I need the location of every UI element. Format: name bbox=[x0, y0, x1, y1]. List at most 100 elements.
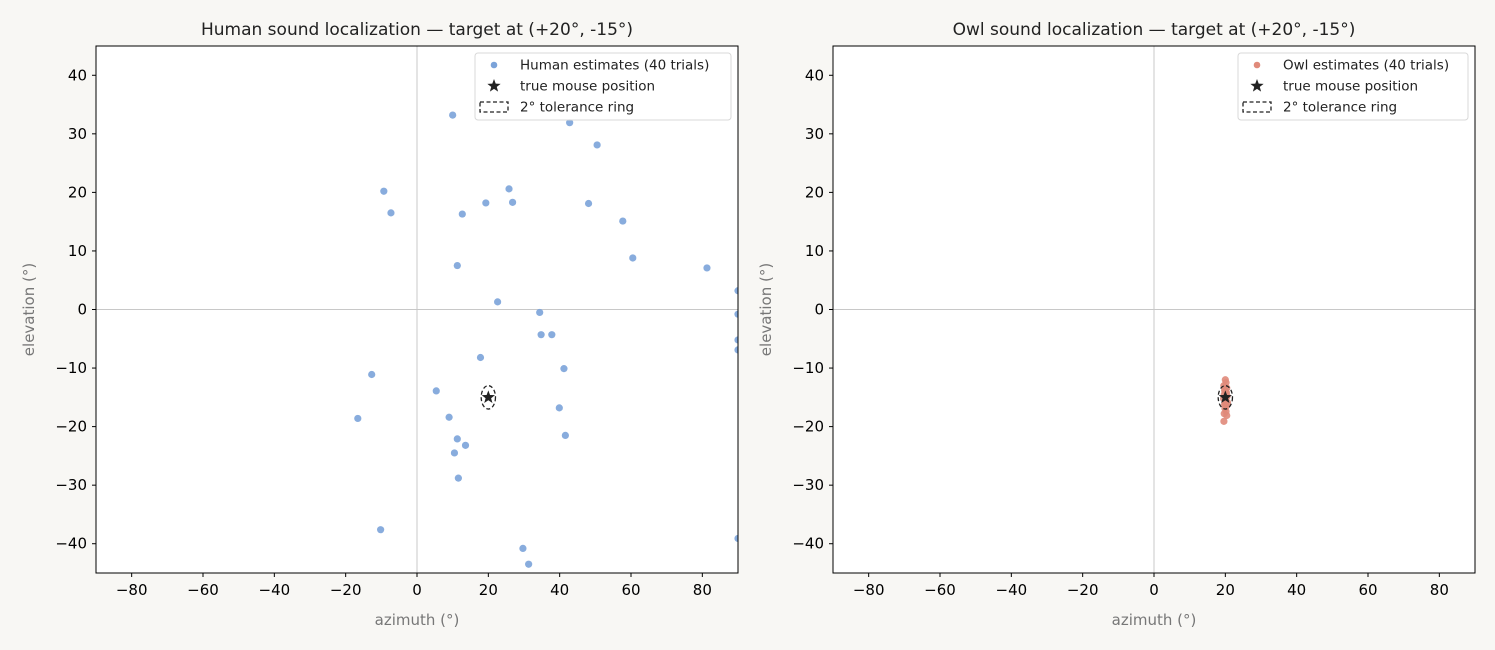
data-point bbox=[494, 298, 502, 306]
data-point bbox=[561, 431, 569, 439]
target-star bbox=[1218, 390, 1232, 403]
legend-item: true mouse position bbox=[1250, 79, 1418, 95]
legend-label: true mouse position bbox=[520, 79, 655, 95]
y-tick-label: 40 bbox=[805, 66, 824, 84]
legend-marker-dot bbox=[1253, 61, 1261, 69]
y-tick-label: 40 bbox=[68, 66, 87, 84]
x-tick-label: 20 bbox=[479, 581, 498, 599]
data-point bbox=[734, 310, 738, 318]
legend-label: Human estimates (40 trials) bbox=[520, 58, 709, 74]
x-tick-label: 60 bbox=[1358, 581, 1377, 599]
legend-label: Owl estimates (40 trials) bbox=[1283, 58, 1449, 74]
data-point bbox=[734, 287, 738, 295]
legend-box bbox=[1237, 52, 1469, 121]
tolerance-ring bbox=[1217, 384, 1234, 410]
data-point bbox=[454, 474, 462, 482]
y-tick-label: −40 bbox=[792, 535, 824, 553]
data-point bbox=[458, 210, 466, 218]
data-point bbox=[537, 331, 545, 339]
data-point bbox=[380, 187, 388, 195]
data-point bbox=[1223, 411, 1231, 420]
chart-panel-1: −80 −60 −40 −20 0 20 40 60 80 −40 −30 −20 −10 0 10 20 30… bbox=[20, 20, 739, 629]
data-point bbox=[453, 261, 461, 270]
x-tick-label: −60 bbox=[924, 581, 956, 599]
y-axis-label: elevation (°) bbox=[20, 263, 38, 356]
x-tick-label: 60 bbox=[621, 581, 640, 599]
chart-title: Owl sound localization — target at (+20°… bbox=[953, 20, 1356, 40]
y-tick-label: −20 bbox=[792, 418, 824, 436]
x-tick-label: −40 bbox=[996, 581, 1028, 599]
legend-item: Owl estimates (40 trials) bbox=[1253, 58, 1449, 74]
data-point bbox=[734, 534, 738, 543]
x-tick-label: −20 bbox=[330, 581, 362, 599]
data-point bbox=[1220, 417, 1228, 425]
y-tick-label: 20 bbox=[805, 183, 824, 201]
legend-item: Human estimates (40 trials) bbox=[490, 58, 709, 74]
x-tick-label: 80 bbox=[1430, 581, 1449, 599]
data-point bbox=[555, 404, 563, 412]
legend-label: 2° tolerance ring bbox=[1283, 100, 1397, 116]
y-tick-label: 30 bbox=[805, 125, 824, 143]
data-point bbox=[734, 346, 738, 354]
x-tick-label: 80 bbox=[693, 581, 712, 599]
target-star bbox=[481, 390, 495, 403]
chart-title: Human sound localization — target at (+2… bbox=[201, 20, 633, 40]
x-tick-label: 0 bbox=[412, 581, 422, 599]
data-point bbox=[450, 449, 459, 457]
chart-panel-2: −80 −60 −40 −20 0 20 40 60 80 −40 −30 −20 −10 0 10 20 30… bbox=[757, 20, 1476, 629]
data-point bbox=[387, 209, 395, 217]
legend: Owl estimates (40 trials) true mouse posi… bbox=[1237, 52, 1469, 121]
y-tick-label: −30 bbox=[792, 476, 824, 494]
data-point bbox=[560, 365, 568, 373]
data-point bbox=[734, 336, 738, 344]
legend-marker-star bbox=[1250, 79, 1264, 92]
x-tick-label: −40 bbox=[259, 581, 291, 599]
data-point bbox=[593, 141, 601, 149]
data-point bbox=[354, 414, 362, 423]
legend-marker-star bbox=[487, 79, 501, 92]
legend-marker-ring bbox=[479, 101, 509, 113]
legend-label: true mouse position bbox=[1283, 79, 1418, 95]
data-point bbox=[449, 111, 457, 119]
legend-item: true mouse position bbox=[487, 79, 655, 95]
x-tick-label: 20 bbox=[1216, 581, 1235, 599]
data-point bbox=[461, 441, 470, 449]
x-tick-label: 40 bbox=[550, 581, 569, 599]
x-tick-label: −20 bbox=[1067, 581, 1099, 599]
y-tick-label: −20 bbox=[55, 418, 87, 436]
data-point bbox=[525, 560, 533, 568]
y-tick-label: −10 bbox=[792, 359, 824, 377]
data-point bbox=[566, 119, 574, 127]
y-tick-label: 30 bbox=[68, 125, 87, 143]
data-point bbox=[453, 435, 461, 443]
y-tick-label: 0 bbox=[814, 301, 824, 319]
y-tick-label: −10 bbox=[55, 359, 87, 377]
y-tick-label: 10 bbox=[805, 242, 824, 260]
y-tick-label: −30 bbox=[55, 476, 87, 494]
x-tick-label: −80 bbox=[853, 581, 885, 599]
legend: Human estimates (40 trials) true mouse po… bbox=[474, 52, 732, 121]
data-point bbox=[377, 526, 385, 534]
data-point bbox=[548, 331, 556, 339]
data-point bbox=[505, 185, 513, 193]
legend-label: 2° tolerance ring bbox=[520, 100, 634, 116]
legend-box bbox=[474, 52, 732, 121]
data-point bbox=[536, 308, 544, 317]
data-point bbox=[519, 544, 527, 553]
x-tick-label: 40 bbox=[1287, 581, 1306, 599]
data-point bbox=[445, 413, 453, 421]
data-point bbox=[482, 199, 490, 207]
data-point bbox=[432, 387, 440, 395]
y-tick-label: 0 bbox=[77, 301, 87, 319]
legend-marker-dot bbox=[490, 61, 498, 69]
legend-marker-ring bbox=[1242, 101, 1272, 113]
x-axis-label: azimuth (°) bbox=[375, 611, 460, 629]
data-point bbox=[629, 254, 637, 262]
legend-item: 2° tolerance ring bbox=[479, 100, 634, 116]
tolerance-ring bbox=[480, 384, 497, 410]
x-tick-label: −80 bbox=[116, 581, 148, 599]
data-marks bbox=[354, 111, 738, 568]
data-point bbox=[368, 370, 376, 379]
data-point bbox=[476, 353, 485, 362]
